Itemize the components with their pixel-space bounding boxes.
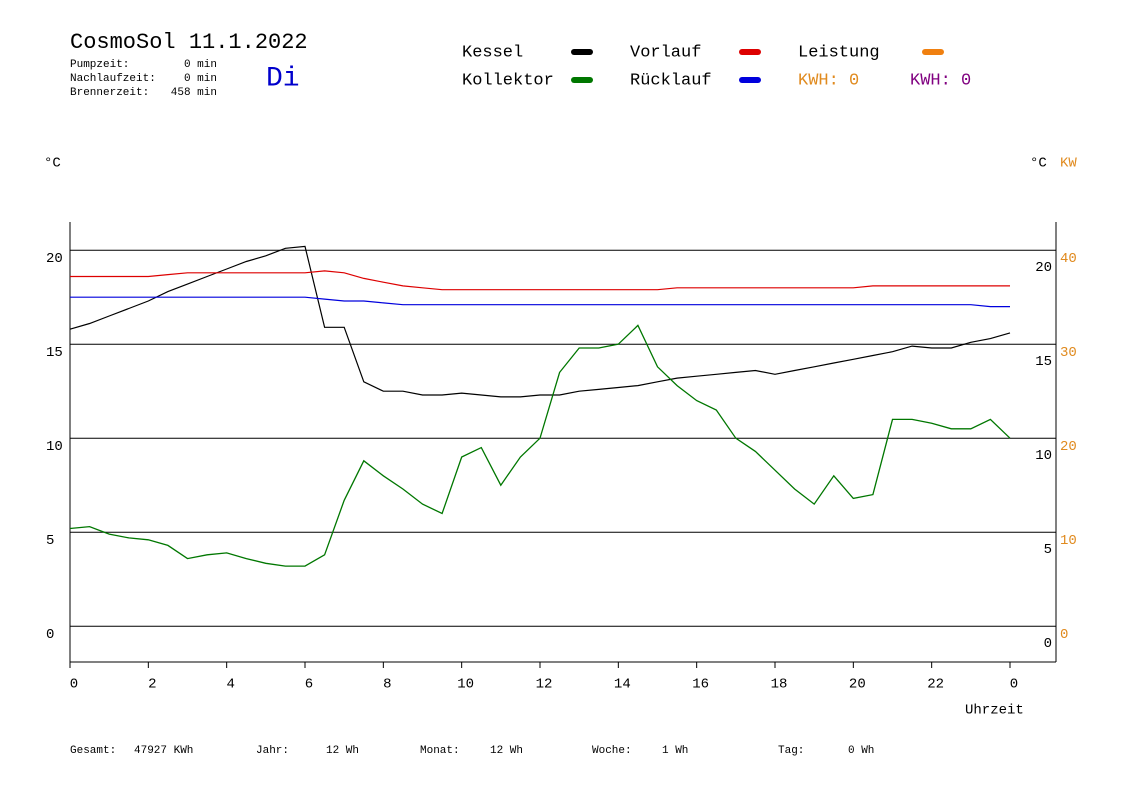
- day: Di: [266, 63, 300, 94]
- info-value: 0 min: [184, 73, 217, 85]
- footer-label: Tag:: [778, 745, 804, 757]
- legend-label: Vorlauf: [630, 43, 701, 62]
- y-tick-label-right: 5: [1044, 542, 1052, 558]
- footer-value: 12 Wh: [326, 745, 359, 757]
- kwh-label: KWH: 0: [798, 71, 859, 90]
- footer-label: Woche:: [592, 745, 632, 757]
- y-tick-label: 10: [46, 439, 63, 455]
- y-tick-label-right: 10: [1035, 448, 1052, 464]
- x-tick-label: 8: [383, 677, 391, 693]
- y-axis-label: °C: [44, 156, 61, 172]
- y2-axis-label: KW: [1060, 156, 1077, 172]
- info-value: 458 min: [171, 87, 217, 99]
- y2-tick-label: 0: [1060, 627, 1068, 643]
- y2-tick-label: 20: [1060, 439, 1077, 455]
- y-tick-label-right: 0: [1044, 636, 1052, 652]
- y-tick-label: 0: [46, 627, 54, 643]
- x-tick-label: 4: [226, 677, 234, 693]
- x-axis-label: Uhrzeit: [965, 703, 1024, 719]
- info-label: Brennerzeit:: [70, 87, 149, 99]
- footer-value: 1 Wh: [662, 745, 688, 757]
- footer-label: Gesamt:: [70, 745, 116, 757]
- legend-label: Rücklauf: [630, 71, 712, 90]
- x-tick-label: 0: [1010, 677, 1018, 693]
- footer-value: 0 Wh: [848, 745, 874, 757]
- series-line: [69, 245, 1011, 398]
- x-tick-label: 6: [305, 677, 313, 693]
- info-label: Nachlaufzeit:: [70, 73, 156, 85]
- footer-value: 47927 KWh: [134, 745, 193, 757]
- info-label: Pumpzeit:: [70, 59, 129, 71]
- y-tick-label-right: 15: [1035, 354, 1052, 370]
- series-line: [69, 324, 1011, 567]
- y-tick-label-right: 20: [1035, 260, 1052, 276]
- kwh-label: KWH: 0: [910, 71, 971, 90]
- x-tick-label: 22: [927, 677, 944, 693]
- x-tick-label: 14: [614, 677, 631, 693]
- y2-tick-label: 30: [1060, 345, 1077, 361]
- x-tick-label: 10: [457, 677, 474, 693]
- legend-label: Leistung: [798, 43, 880, 62]
- x-tick-label: 18: [771, 677, 788, 693]
- y2-tick-label: 10: [1060, 533, 1077, 549]
- legend-label: Kessel: [462, 43, 523, 62]
- info-value: 0 min: [184, 59, 217, 71]
- series-line: [70, 270, 1010, 291]
- x-tick-label: 20: [849, 677, 866, 693]
- y-tick-label: 15: [46, 345, 63, 361]
- legend-label: Kollektor: [462, 71, 554, 90]
- footer-label: Jahr:: [256, 745, 289, 757]
- y-tick-label: 5: [46, 533, 54, 549]
- footer-value: 12 Wh: [490, 745, 523, 757]
- y-tick-label: 20: [46, 251, 63, 267]
- chart-title: CosmoSol 11.1.2022: [70, 30, 308, 55]
- footer-label: Monat:: [420, 745, 460, 757]
- y2-tick-label: 40: [1060, 251, 1077, 267]
- y-axis-label-right: °C: [1030, 156, 1047, 172]
- series-line: [70, 296, 1010, 308]
- x-tick-label: 2: [148, 677, 156, 693]
- x-tick-label: 12: [536, 677, 553, 693]
- x-tick-label: 0: [70, 677, 78, 693]
- x-tick-label: 16: [692, 677, 709, 693]
